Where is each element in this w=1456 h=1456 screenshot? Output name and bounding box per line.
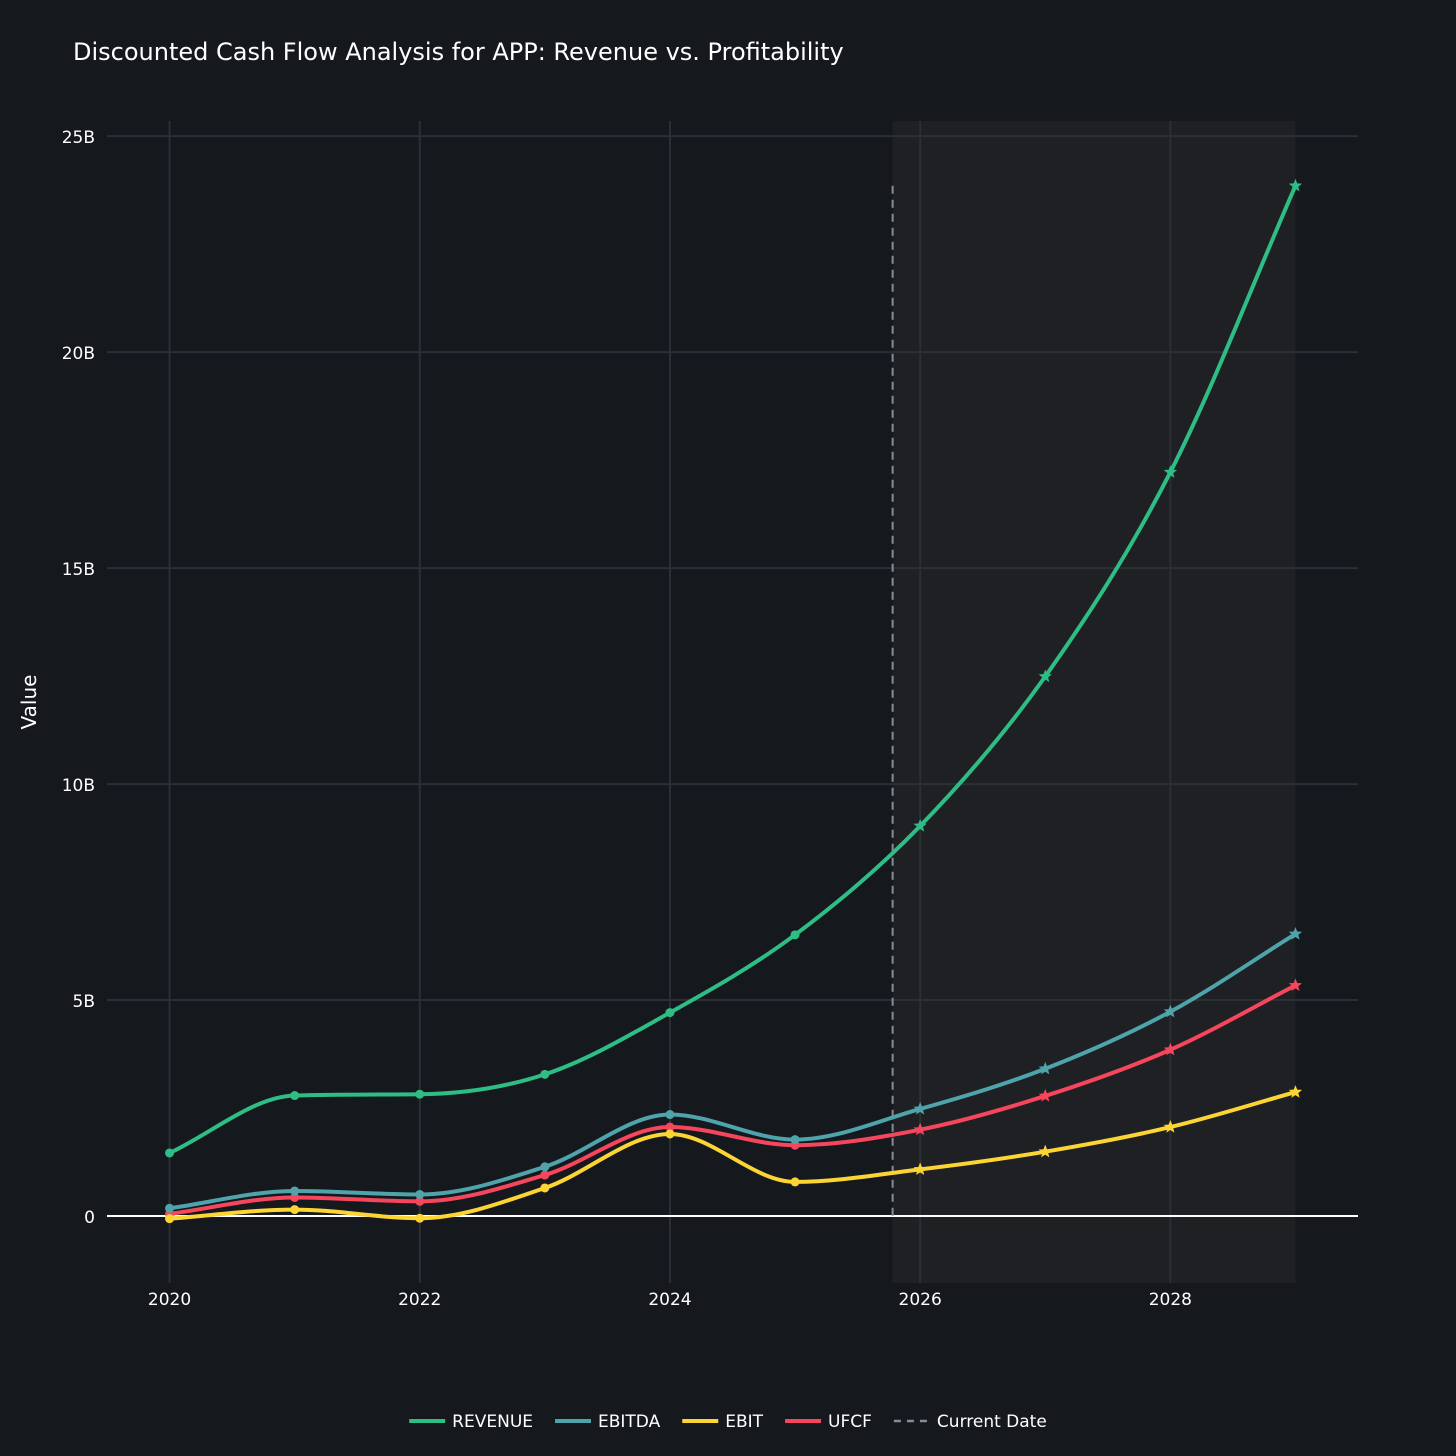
x-tick-label: 2024 <box>648 1290 691 1310</box>
revenue-forecast-point <box>1288 178 1303 192</box>
legend-label-revenue: REVENUE <box>452 1412 533 1432</box>
chart-title: Discounted Cash Flow Analysis for APP: R… <box>73 38 844 66</box>
revenue-forecast-point <box>1038 669 1052 683</box>
ufcf-point <box>415 1196 425 1206</box>
legend-item-ebitda: EBITDA <box>555 1412 661 1432</box>
ebit-line <box>167 1090 1298 1221</box>
ebitda-point <box>665 1110 675 1120</box>
revenue-point <box>290 1091 300 1101</box>
ebitda-point <box>415 1189 425 1199</box>
y-axis-label: Value <box>17 675 41 730</box>
y-tick-label: 25B <box>62 128 95 148</box>
ebitda-point <box>290 1186 300 1196</box>
ebit-forecast-point <box>1163 1120 1178 1133</box>
legend-label-ebit: EBIT <box>725 1412 763 1432</box>
ebit-point <box>290 1205 300 1215</box>
plot-area: 0 5B 10B 15B 20B 25B 2020 2022 2024 2026 2028 <box>62 121 1358 1310</box>
ebit-forecast-point <box>913 1162 927 1176</box>
ebit-forecast-point <box>1288 1085 1303 1098</box>
revenue-point <box>165 1148 175 1158</box>
x-tick-label: 2022 <box>398 1290 441 1310</box>
revenue-point <box>790 930 800 940</box>
x-tick-label: 2026 <box>899 1290 942 1310</box>
x-tick-label: 2028 <box>1149 1290 1192 1310</box>
ebitda-line <box>167 931 1298 1211</box>
ebitda-forecast-point <box>1038 1061 1052 1075</box>
ufcf-forecast-point <box>1288 978 1303 992</box>
legend-label-current-date: Current Date <box>937 1412 1047 1432</box>
revenue-forecast-point <box>913 818 927 832</box>
legend-item-revenue: REVENUE <box>409 1412 533 1432</box>
ebitda-point <box>165 1203 175 1213</box>
revenue-point <box>665 1008 675 1018</box>
ebitda-forecast-point <box>913 1101 927 1115</box>
ebitda-forecast-point <box>1163 1004 1178 1018</box>
legend-label-ufcf: UFCF <box>828 1412 872 1432</box>
ebit-point <box>790 1177 800 1187</box>
y-tick-label: 0 <box>84 1208 95 1228</box>
ebitda-point <box>540 1162 550 1172</box>
ufcf-forecast-point <box>1038 1088 1052 1102</box>
ebit-point <box>165 1214 175 1224</box>
forecast-region <box>892 121 1296 1283</box>
ufcf-point <box>665 1122 675 1132</box>
legend: REVENUE EBITDA EBIT UFCF Current Date <box>409 1412 1047 1432</box>
ebitda-point <box>790 1135 800 1145</box>
series-ebitda <box>165 926 1303 1213</box>
series-ebit <box>165 1085 1303 1224</box>
ufcf-point <box>290 1192 300 1202</box>
legend-item-ufcf: UFCF <box>785 1412 872 1432</box>
legend-item-current-date: Current Date <box>893 1412 1047 1432</box>
legend-item-ebit: EBIT <box>682 1412 764 1432</box>
revenue-point <box>540 1069 550 1079</box>
ebit-forecast-point <box>1038 1144 1052 1158</box>
ufcf-point <box>540 1170 550 1180</box>
y-tick-label: 20B <box>62 344 95 364</box>
revenue-forecast-point <box>1163 465 1178 478</box>
ufcf-forecast-point <box>1163 1042 1178 1056</box>
series-revenue <box>165 178 1303 1158</box>
revenue-point <box>415 1089 425 1099</box>
y-tick-label: 10B <box>62 776 95 796</box>
y-tick-label: 15B <box>62 560 95 580</box>
ufcf-line <box>167 983 1298 1216</box>
ebit-point <box>540 1183 550 1193</box>
y-tick-label: 5B <box>73 992 95 1012</box>
ufcf-forecast-point <box>913 1122 927 1136</box>
ebitda-forecast-point <box>1288 926 1303 940</box>
ebit-point <box>665 1129 675 1139</box>
legend-label-ebitda: EBITDA <box>598 1412 661 1432</box>
x-tick-label: 2020 <box>148 1290 191 1310</box>
ebit-point <box>415 1213 425 1223</box>
